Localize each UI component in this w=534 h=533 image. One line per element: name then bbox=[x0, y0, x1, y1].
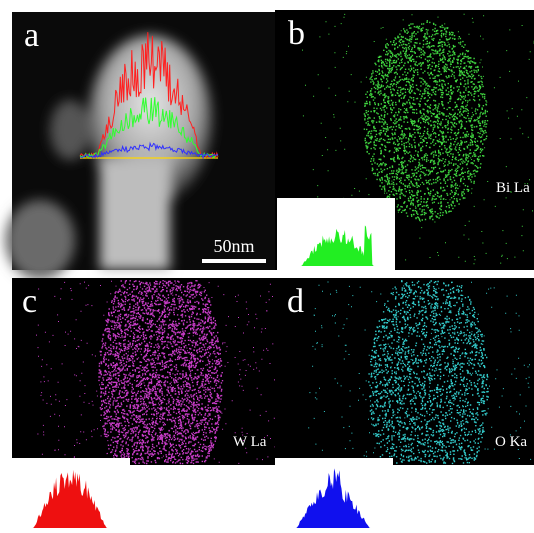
scale-bar-label: 50nm bbox=[213, 236, 254, 256]
panel-label: b bbox=[288, 15, 305, 52]
line-profile bbox=[22, 469, 118, 528]
panel-b: b Bi La bbox=[275, 10, 534, 270]
element-map bbox=[36, 280, 285, 465]
panel-c: c W La bbox=[12, 278, 285, 533]
element-map bbox=[302, 13, 534, 269]
panel-bg bbox=[12, 278, 275, 465]
element-label: W La bbox=[233, 434, 267, 450]
panel-d: d O Ka bbox=[275, 278, 534, 533]
element-label: O Ka bbox=[495, 434, 527, 450]
o-profile bbox=[79, 97, 219, 159]
panel-label: a bbox=[24, 17, 39, 54]
w-profile bbox=[79, 141, 219, 160]
scale-bar bbox=[202, 259, 266, 263]
element-label: Bi La bbox=[496, 180, 530, 196]
panel-label: c bbox=[22, 283, 37, 320]
panel-label: d bbox=[287, 283, 304, 320]
line-profile bbox=[290, 225, 385, 266]
panel-a: a 50nm bbox=[5, 12, 275, 280]
line-profile bbox=[285, 468, 381, 528]
bi-profile bbox=[79, 32, 219, 160]
